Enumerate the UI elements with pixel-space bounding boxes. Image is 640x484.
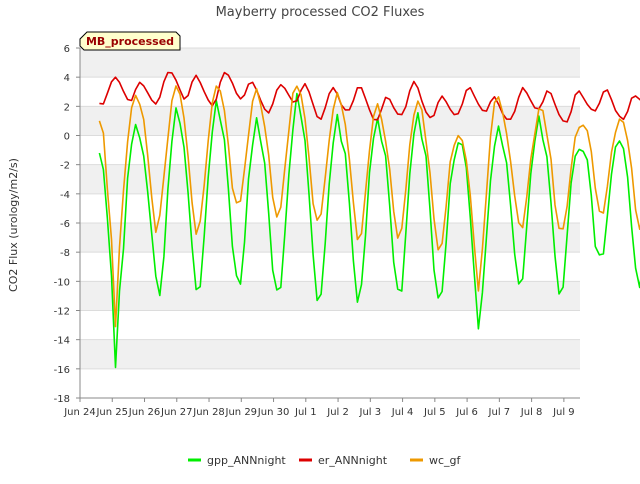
legend-label-gpp_ANNnight: gpp_ANNnight bbox=[207, 454, 286, 467]
x-tick-label: Jul 6 bbox=[455, 407, 478, 418]
x-tick-label: Jun 30 bbox=[257, 407, 290, 418]
y-tick-label: -12 bbox=[54, 307, 70, 318]
y-tick-label: -6 bbox=[60, 219, 70, 230]
x-tick-label: Jun 25 bbox=[95, 407, 128, 418]
x-tick-label: Jun 27 bbox=[160, 407, 193, 418]
x-tick-labels: Jun 24 Jun 25 Jun 26 Jun 27 Jun 28 Jun 29 Jun … bbox=[63, 407, 574, 418]
y-tick-label: 6 bbox=[64, 44, 70, 55]
x-tick-label: Jul 4 bbox=[391, 407, 414, 418]
y-axis-label: CO2 Flux (urology/m2/s) bbox=[7, 158, 20, 292]
x-tick-label: Jun 29 bbox=[225, 407, 258, 418]
legend-label-wc_gf: wc_gf bbox=[429, 454, 462, 467]
y-tick-label: 4 bbox=[64, 73, 70, 84]
plot-band bbox=[80, 339, 580, 369]
y-tick-label: 0 bbox=[64, 132, 70, 143]
plot-band bbox=[80, 281, 580, 311]
y-tick-labels: 6 4 2 0 -2 -4 -6 -8 -10 -12 -14 -16 -18 bbox=[54, 44, 70, 405]
axes bbox=[79, 48, 580, 399]
y-tick-label: -2 bbox=[60, 161, 70, 172]
plot-band bbox=[80, 223, 580, 253]
x-tick-label: Jun 26 bbox=[128, 407, 161, 418]
x-tick-label: Jul 1 bbox=[294, 407, 317, 418]
y-tick-label: -14 bbox=[54, 336, 70, 347]
x-tick-label: Jun 28 bbox=[192, 407, 225, 418]
y-tick-label: -4 bbox=[60, 190, 70, 201]
badge: MB_processed bbox=[79, 31, 181, 51]
x-tick-label: Jul 9 bbox=[552, 407, 575, 418]
series-layer bbox=[98, 71, 640, 369]
y-tick-label: -18 bbox=[54, 394, 70, 405]
badge-box bbox=[79, 31, 181, 51]
chart-title: Mayberry processed CO2 Fluxes bbox=[216, 5, 425, 20]
x-tick-label: Jul 8 bbox=[520, 407, 543, 418]
x-tick-label: Jul 2 bbox=[326, 407, 349, 418]
y-tick-label: -8 bbox=[60, 248, 70, 259]
x-tick-label: Jul 3 bbox=[359, 407, 382, 418]
x-tick-label: Jun 24 bbox=[63, 407, 96, 418]
legend-label-er_ANNnight: er_ANNnight bbox=[318, 454, 388, 467]
y-tick-label: -16 bbox=[54, 365, 70, 376]
y-tick-label: 2 bbox=[64, 102, 70, 113]
series-line-wc_gf bbox=[98, 85, 640, 328]
x-tick-label: Jul 7 bbox=[488, 407, 511, 418]
badge-label: MB_processed bbox=[86, 35, 174, 48]
y-tick-label: -10 bbox=[54, 277, 70, 288]
plot-band bbox=[80, 48, 580, 78]
x-tick-label: Jul 5 bbox=[423, 407, 446, 418]
series-line-er_ANNnight bbox=[99, 71, 640, 123]
legend: gpp_ANNnight er_ANNnight wc_gf bbox=[188, 454, 462, 467]
